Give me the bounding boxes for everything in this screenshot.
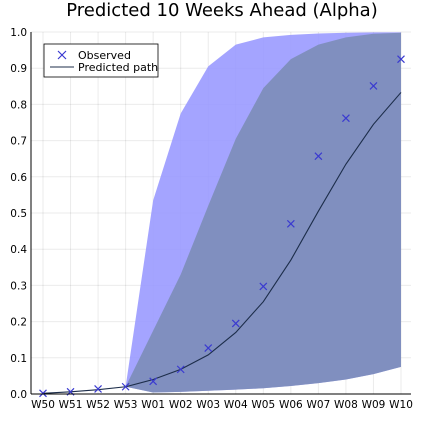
inner-band [43, 32, 401, 394]
x-tick-label: W03 [196, 399, 220, 411]
predicted-path-series [42, 92, 402, 394]
x-tick-label: W50 [31, 399, 55, 411]
x-tick-label: W04 [224, 399, 248, 411]
observed-point [397, 55, 405, 64]
observed-point [204, 344, 213, 352]
observed-point [94, 385, 103, 393]
y-tick-label: 0.2 [10, 317, 27, 329]
observed-point [39, 389, 47, 398]
observed-point [369, 82, 378, 90]
observed-point [286, 219, 295, 228]
y-tick-label: 1.0 [10, 27, 27, 39]
x-tick-label: W01 [141, 399, 165, 411]
y-tick-label: 0.4 [10, 244, 27, 256]
observed-point [314, 152, 323, 161]
x-tick-label: W06 [279, 399, 303, 411]
legend-box [43, 43, 159, 78]
legend-predicted-label: Predicted path [78, 61, 158, 74]
observed-point [341, 114, 350, 123]
observed-point [259, 282, 268, 291]
x-tick-label: W51 [59, 399, 83, 411]
observed-point [231, 319, 240, 328]
x-tick-label: W53 [114, 399, 138, 411]
y-tick-label: 0.3 [10, 280, 27, 292]
y-tick-label: 0.5 [10, 208, 27, 220]
x-tick-label: W09 [362, 399, 386, 411]
y-tick-label: 0.1 [10, 353, 27, 365]
y-tick-label: 0.9 [10, 63, 27, 75]
observed-point [149, 377, 158, 386]
x-tick-label: W52 [86, 399, 110, 411]
y-tick-label: 0.8 [10, 99, 27, 111]
legend-observed-marker [57, 50, 67, 60]
y-tick-label: 0.0 [10, 389, 27, 401]
observed-point [176, 365, 185, 374]
confidence-bands [43, 32, 401, 394]
observed-point [121, 382, 130, 391]
x-tick-label: W08 [334, 399, 358, 411]
x-tick-label: W10 [389, 399, 413, 411]
chart-title: Predicted 10 Weeks Ahead (Alpha) [66, 0, 377, 21]
legend-observed-label: Observed [78, 49, 131, 62]
y-tick-label: 0.6 [10, 172, 27, 184]
y-tick-label: 0.7 [10, 136, 27, 148]
x-tick-label: W02 [169, 399, 193, 411]
x-tick-label: W07 [307, 399, 331, 411]
x-tick-label: W05 [251, 399, 275, 411]
predicted-path-line [42, 92, 402, 394]
observed-series [39, 55, 405, 398]
